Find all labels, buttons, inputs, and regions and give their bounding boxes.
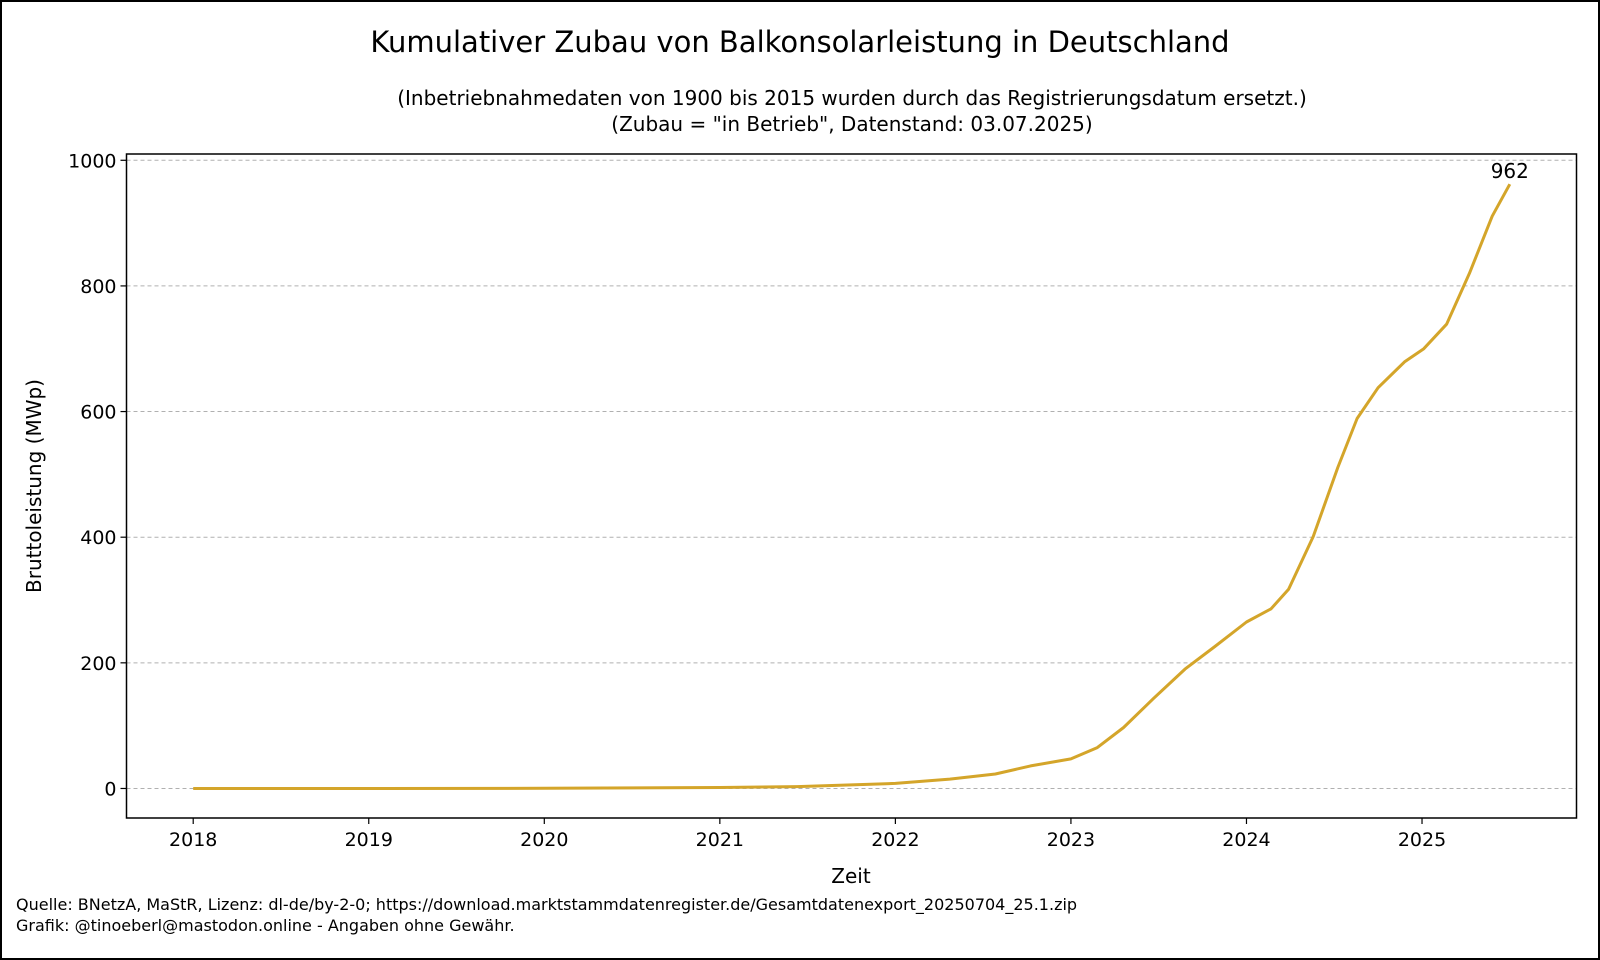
y-axis-label: Bruttoleistung (MWp)	[22, 379, 46, 593]
y-tick-label: 0	[104, 778, 116, 800]
footer-source: Quelle: BNetzA, MaStR, Lizenz: dl-de/by-…	[16, 895, 1077, 915]
chart-subtitle-line-2: (Zubau = "in Betrieb", Datenstand: 03.07…	[611, 112, 1092, 136]
x-tick-label: 2020	[520, 829, 568, 851]
chart-title: Kumulativer Zubau von Balkonsolarleistun…	[370, 25, 1229, 59]
x-axis-ticks: 2018 2019 2020 2021 2022 2023 2024 2025	[169, 818, 1446, 851]
x-tick-label: 2024	[1222, 829, 1270, 851]
footer-credit: Grafik: @tinoeberl@mastodon.online - Ang…	[16, 916, 515, 935]
y-tick-label: 800	[80, 276, 116, 298]
y-tick-label: 1000	[68, 150, 116, 172]
x-tick-label: 2018	[169, 829, 217, 851]
x-tick-label: 2019	[345, 829, 393, 851]
x-tick-label: 2025	[1398, 829, 1446, 851]
x-tick-label: 2021	[696, 829, 744, 851]
y-axis-ticks: 0 200 400 600 800 1000	[68, 150, 127, 800]
y-tick-label: 400	[80, 527, 116, 549]
x-axis-label: Zeit	[831, 864, 871, 888]
end-value-annotation: 962	[1491, 159, 1529, 183]
x-tick-label: 2022	[871, 829, 919, 851]
y-tick-label: 200	[80, 653, 116, 675]
y-tick-label: 600	[80, 402, 116, 424]
grid-lines	[126, 159, 1577, 789]
series-line	[193, 183, 1512, 790]
plot-area-frame	[125, 153, 1578, 819]
x-tick-label: 2023	[1047, 829, 1095, 851]
chart-subtitle-line-1: (Inbetriebnahmedaten von 1900 bis 2015 w…	[397, 86, 1307, 110]
